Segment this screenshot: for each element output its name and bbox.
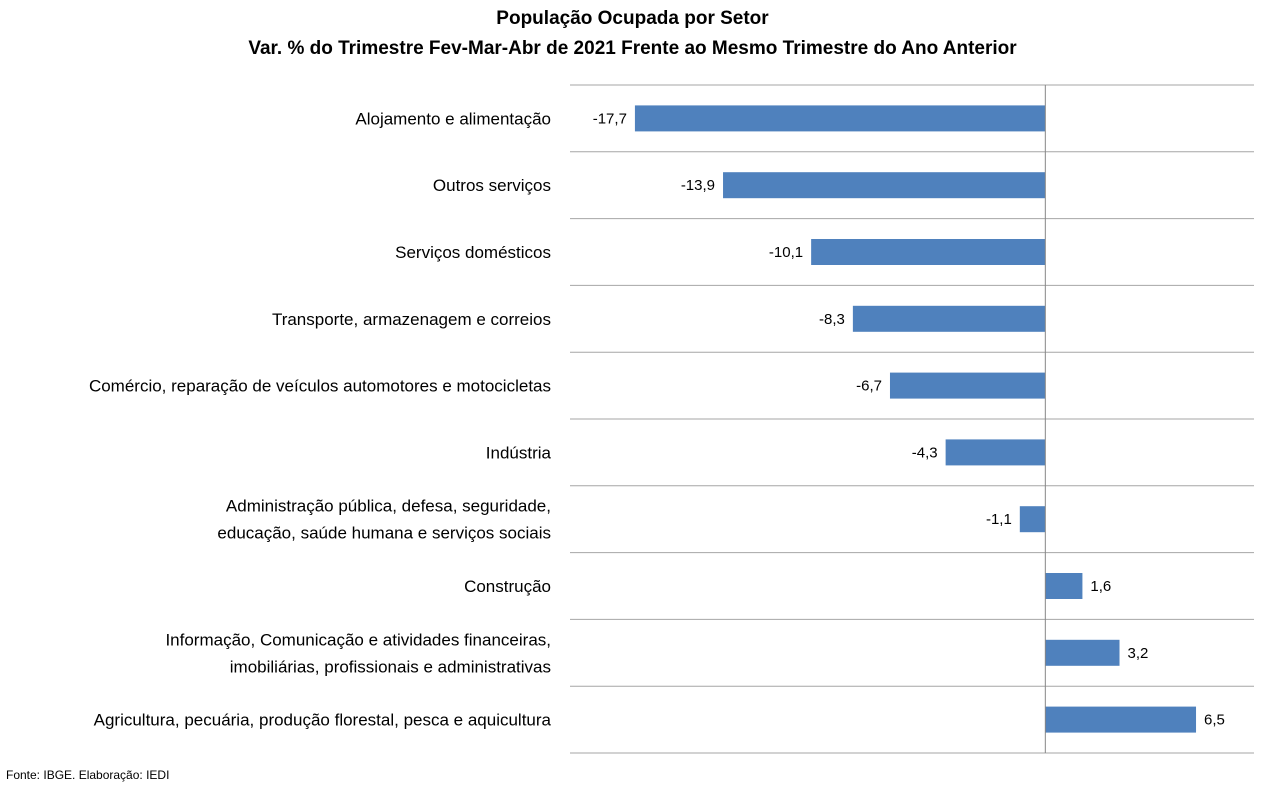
- bar: [1045, 573, 1083, 599]
- bar: [1019, 506, 1046, 533]
- category-label: Construção: [464, 577, 551, 596]
- category-label: educação, saúde humana e serviços sociai…: [217, 524, 551, 543]
- data-label: -17,7: [593, 110, 627, 127]
- data-label: 6,5: [1204, 712, 1225, 729]
- bar: [811, 239, 1046, 265]
- bar: [1045, 639, 1120, 666]
- category-label: Informação, Comunicação e atividades fin…: [165, 630, 551, 649]
- category-label: Comércio, reparação de veículos automoto…: [89, 377, 551, 396]
- bar: [634, 105, 1046, 132]
- bar: [945, 439, 1046, 466]
- category-label: imobiliárias, profissionais e administra…: [230, 657, 551, 676]
- chart-title: População Ocupada por Setor: [496, 8, 769, 29]
- category-label: Agricultura, pecuária, produção floresta…: [94, 711, 552, 730]
- data-label: -1,1: [986, 511, 1012, 528]
- data-label: 1,6: [1090, 578, 1111, 595]
- category-label: Serviços domésticos: [395, 243, 551, 262]
- category-label: Indústria: [486, 443, 552, 462]
- data-label: -13,9: [681, 177, 715, 194]
- data-label: -8,3: [819, 311, 845, 328]
- chart-subtitle: Var. % do Trimestre Fev-Mar-Abr de 2021 …: [248, 38, 1017, 59]
- bar: [1045, 706, 1197, 733]
- category-label: Alojamento e alimentação: [355, 109, 551, 128]
- category-label: Outros serviços: [433, 176, 551, 195]
- source-note: Fonte: IBGE. Elaboração: IEDI: [6, 768, 170, 782]
- data-label: -6,7: [856, 378, 882, 395]
- bar: [723, 172, 1046, 199]
- bar: [889, 372, 1046, 399]
- bar: [852, 305, 1046, 332]
- data-label: 3,2: [1128, 645, 1149, 662]
- category-label: Transporte, armazenagem e correios: [272, 310, 551, 329]
- data-label: -4,3: [912, 444, 938, 461]
- data-label: -10,1: [769, 244, 803, 261]
- category-label: Administração pública, defesa, seguridad…: [226, 497, 551, 516]
